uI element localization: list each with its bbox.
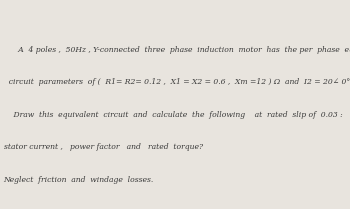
Text: stator current ,   power factor   and   rated  torque?: stator current , power factor and rated … [4, 143, 203, 151]
Text: Draw  this  equivalent  circuit  and  calculate  the  following    at  rated  sl: Draw this equivalent circuit and calcula… [4, 111, 342, 119]
Text: A  4 poles ,  50Hz , Y-connected  three  phase  induction  motor  has  the per  : A 4 poles , 50Hz , Y-connected three pha… [4, 46, 350, 54]
Text: Neglect  friction  and  windage  losses.: Neglect friction and windage losses. [4, 176, 154, 184]
Text: circuit  parameters  of (  R1= R2= 0.12 ,  X1 = X2 = 0.6 ,  Xm =12 ) Ω  and  I2 : circuit parameters of ( R1= R2= 0.12 , X… [4, 78, 350, 86]
